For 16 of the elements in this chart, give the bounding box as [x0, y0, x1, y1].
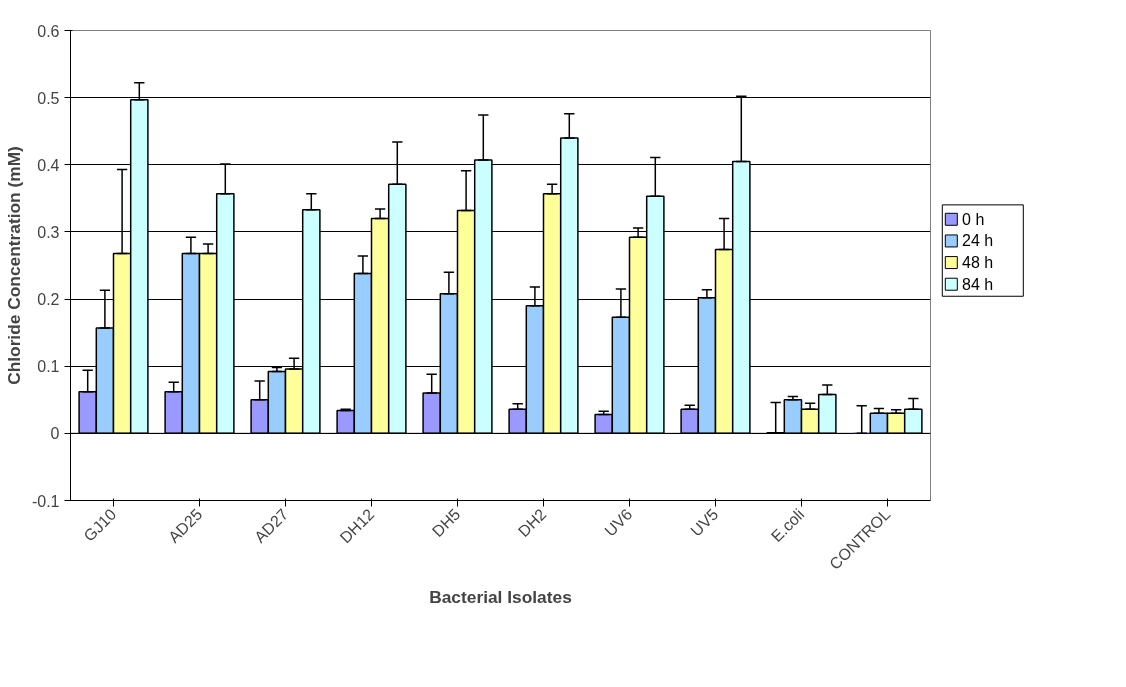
x-axis-title: Bacterial Isolates	[429, 586, 572, 607]
y-tick-label: 0.6	[37, 22, 60, 40]
y-tick-label: 0.5	[37, 89, 60, 107]
y-tick-label: -0.1	[31, 492, 60, 510]
legend-label: 0 h	[962, 210, 985, 228]
y-tick-label: 0.4	[37, 156, 60, 174]
y-tick-label: 0.1	[37, 358, 60, 376]
x-tick-label: UV6	[601, 505, 636, 540]
x-tick-label: UV5	[687, 505, 722, 540]
legend-label: 48 h	[962, 254, 994, 272]
y-axis-title: Chloride Concentration (mM)	[3, 146, 24, 385]
y-tick-label: 0.3	[37, 223, 60, 241]
legend-label: 84 h	[962, 275, 994, 293]
y-tick-label: 0.2	[37, 291, 60, 309]
y-tick-label: 0	[50, 425, 60, 443]
legend-label: 24 h	[962, 232, 994, 250]
